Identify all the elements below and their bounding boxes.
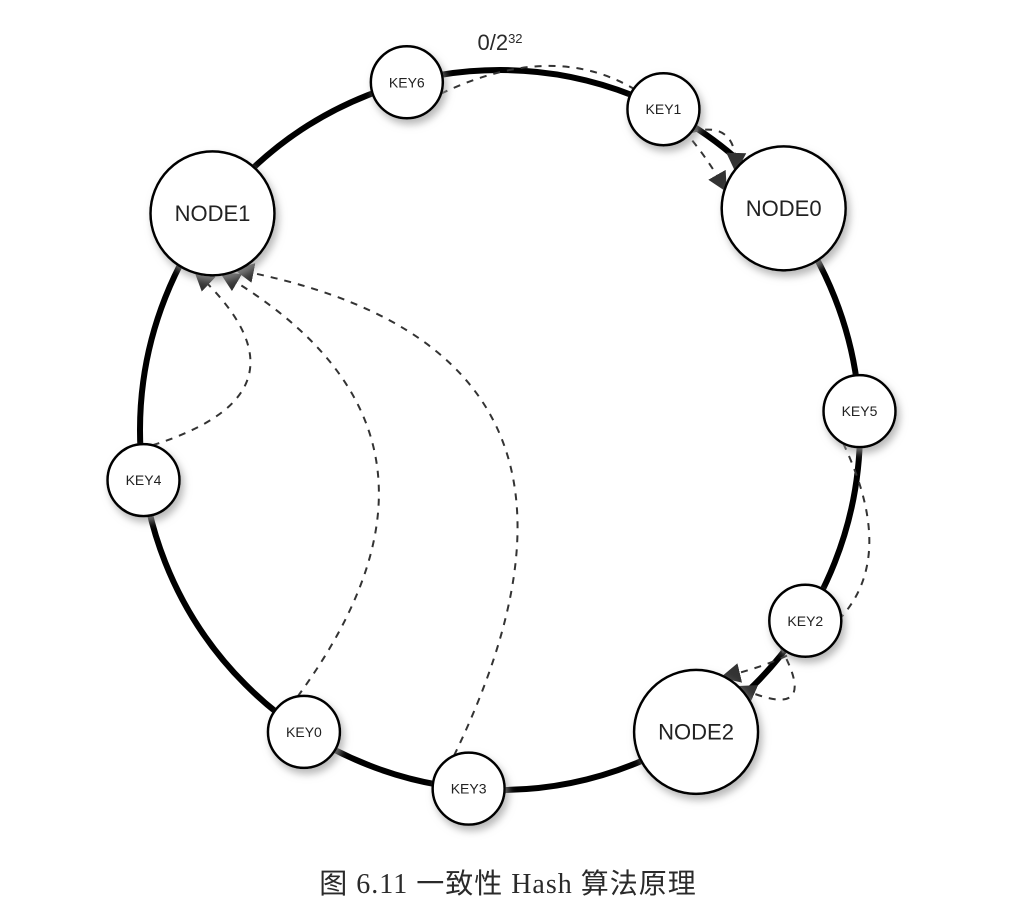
key-node-key4: KEY4 [108,444,180,516]
key-node-key0: KEY0 [268,696,340,768]
node-label: KEY6 [389,74,425,90]
node-label: KEY3 [451,781,487,797]
key-node-key2: KEY2 [769,585,841,657]
node-label: KEY5 [842,403,878,419]
node-label: NODE2 [658,719,734,744]
figure-caption: 图 6.11 一致性 Hash 算法原理 [0,862,1016,902]
node-label: KEY0 [286,724,322,740]
key-node-key3: KEY3 [433,753,505,825]
hash-ring-diagram: NODE0 NODE1 NODE2 KEY1 KEY6 KEY4 KEY0 KEY3 KEY2 K… [0,0,1016,840]
edge-KEY0-NODE1 [223,274,379,696]
key-node-key1: KEY1 [627,73,699,145]
ring-origin-label: 0/232 [477,30,522,55]
node-label: NODE0 [746,196,822,221]
node-label: KEY4 [126,472,162,488]
key-node-key5: KEY5 [824,375,896,447]
node-label: NODE1 [175,201,251,226]
diagram-container: NODE0 NODE1 NODE2 KEY1 KEY6 KEY4 KEY0 KEY3 KEY2 K… [0,0,1016,904]
key-node-key6: KEY6 [371,46,443,118]
node-label: KEY1 [646,101,682,117]
server-node-node2: NODE2 [634,670,758,794]
server-node-node1: NODE1 [150,151,274,275]
node-label: KEY2 [787,613,823,629]
server-node-node0: NODE0 [722,146,846,270]
